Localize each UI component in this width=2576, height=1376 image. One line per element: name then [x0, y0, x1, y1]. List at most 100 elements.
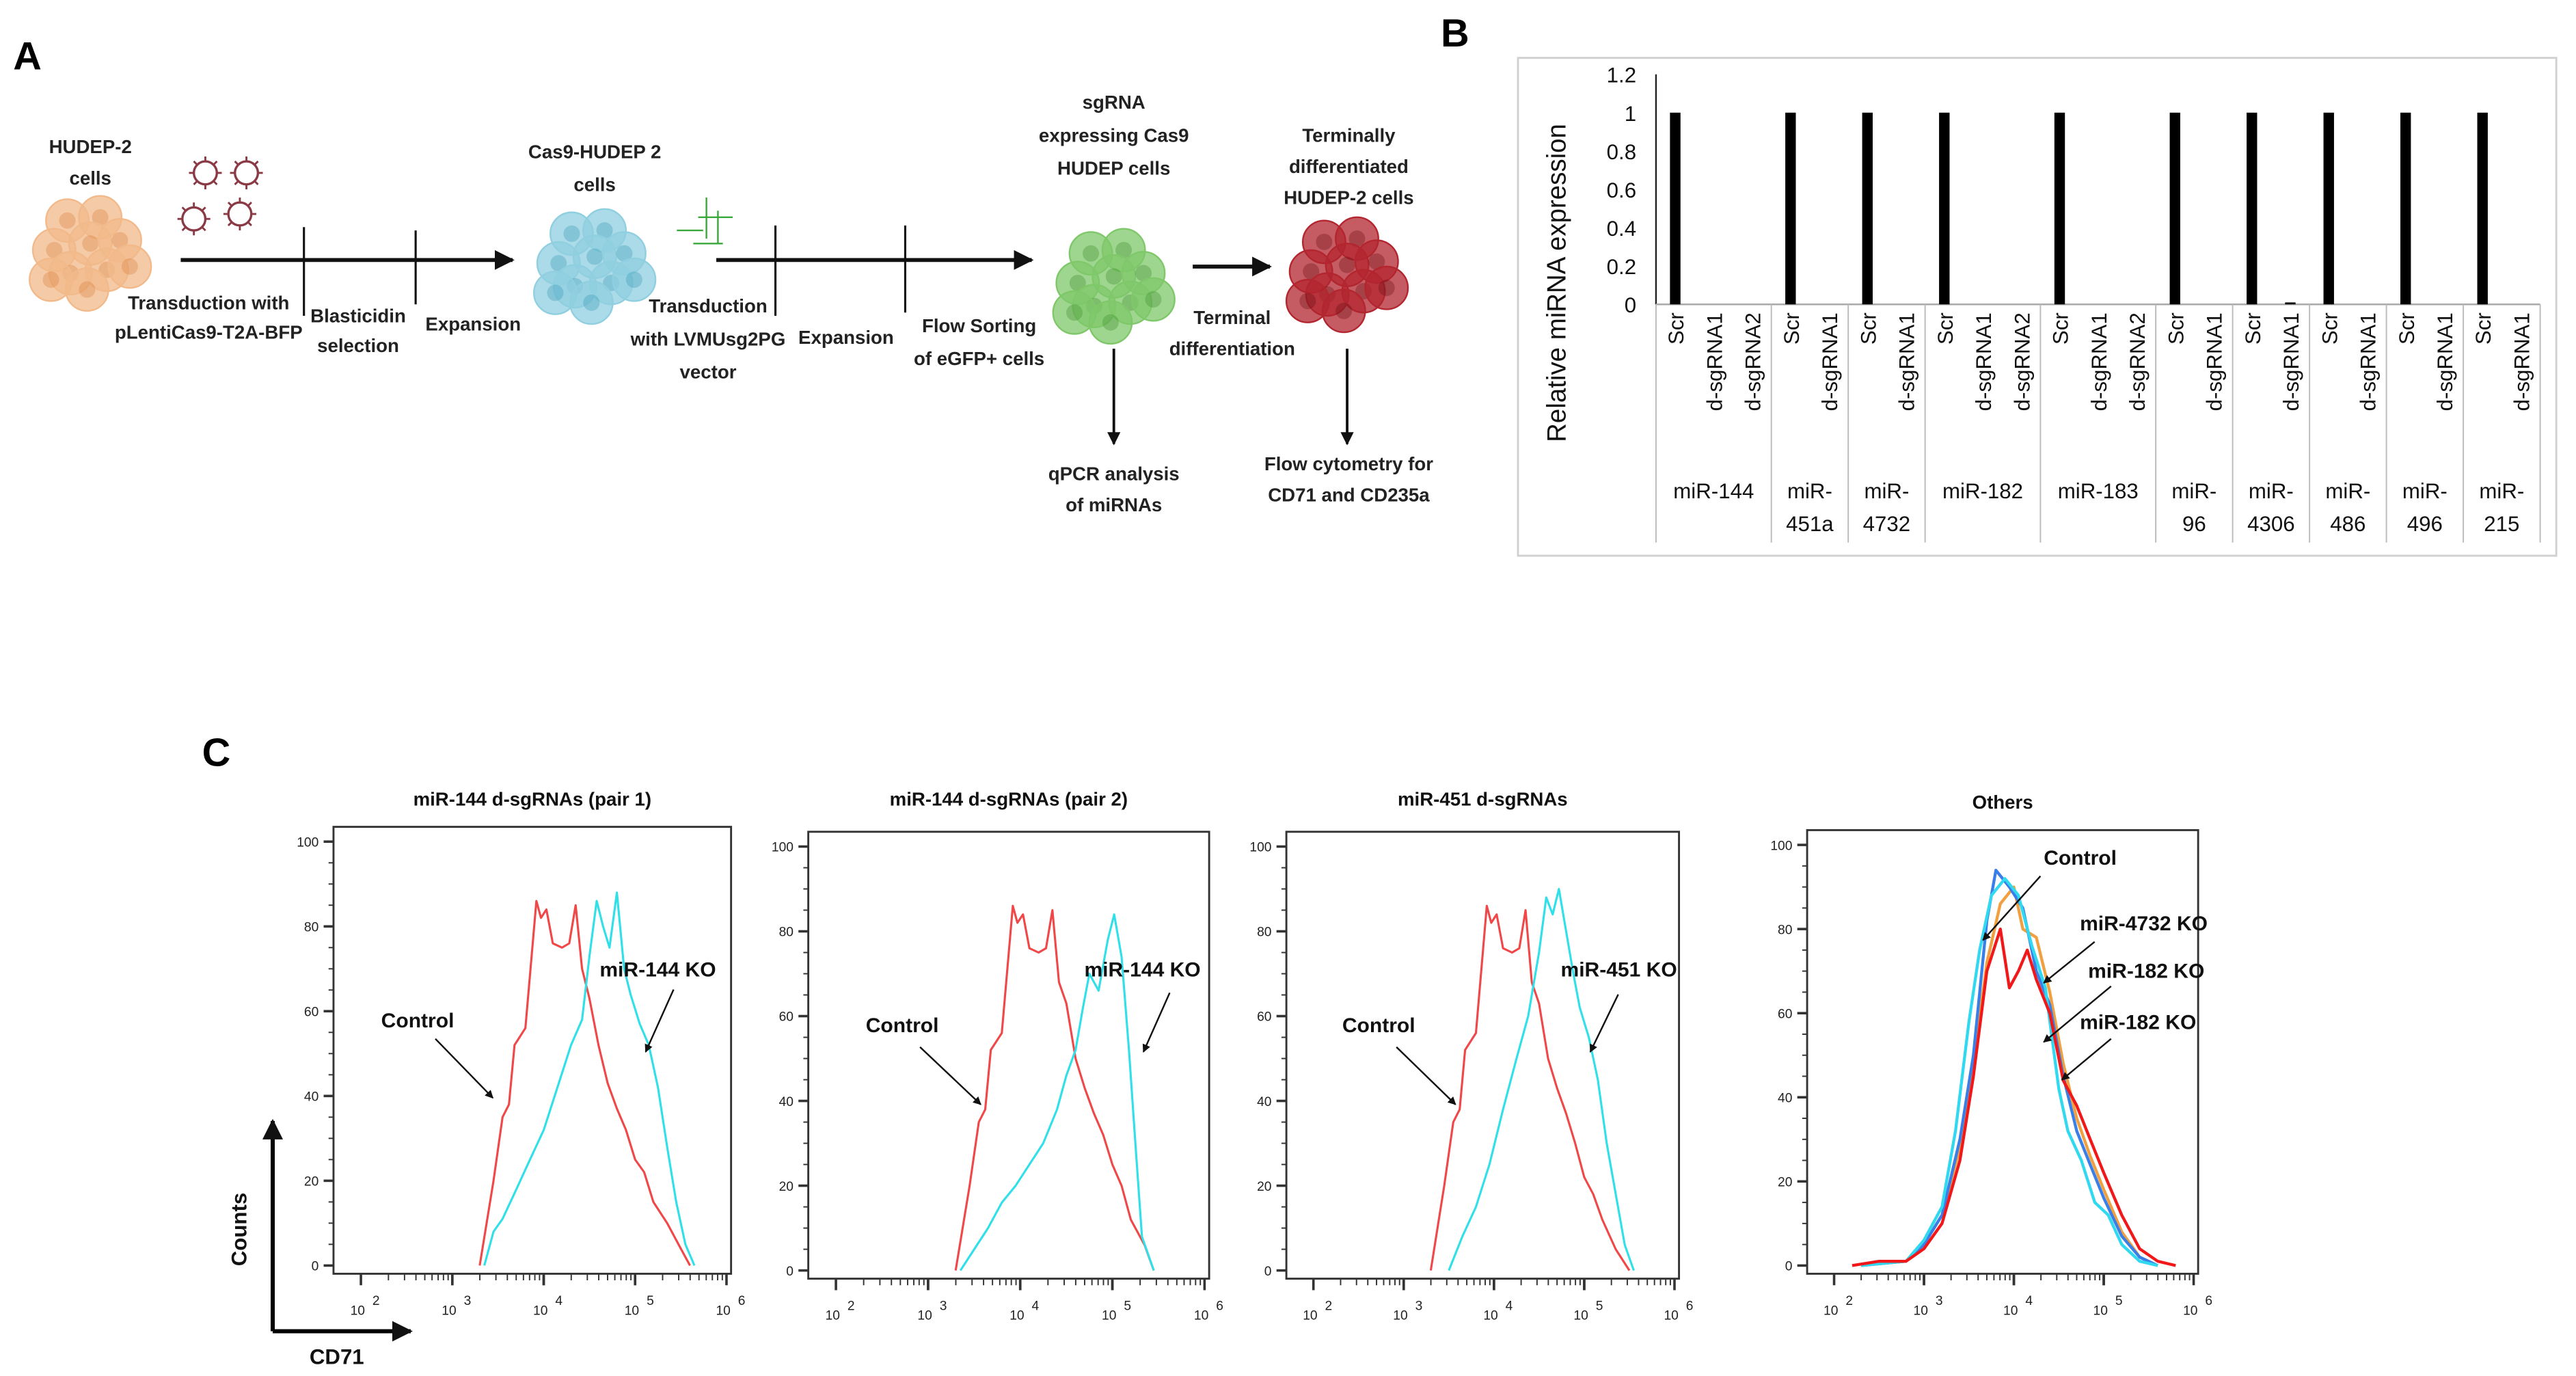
annotation-label: miR-182 KO	[2080, 1011, 2196, 1034]
chart-frame	[1517, 57, 2558, 557]
bar	[1670, 112, 1681, 305]
bar	[2400, 112, 2411, 305]
x-tick-label: 10	[1914, 1304, 1928, 1319]
nucleus	[1303, 263, 1320, 280]
nucleus	[1066, 304, 1083, 321]
x-tick-exponent: 4	[1506, 1299, 1513, 1313]
step-label-cas9_cells: cells	[573, 174, 615, 195]
cell	[1364, 265, 1409, 310]
annotation-arrow	[435, 1038, 493, 1099]
step-label-flow_cytometry: Flow cytometry for	[1264, 453, 1433, 474]
sample-label: d-sgRNA1	[2510, 312, 2534, 411]
virus-spike	[201, 226, 206, 232]
x-tick-exponent: 2	[372, 1294, 380, 1308]
group-label: 4306	[2247, 512, 2294, 536]
bar	[1862, 112, 1873, 305]
virus-spike	[201, 206, 206, 212]
y-tick-label: 80	[1778, 923, 1792, 937]
annotation-arrow	[1142, 992, 1171, 1053]
x-tick-label: 10	[1393, 1309, 1407, 1323]
panel-a: A HUDEP-2 cells Transduction with pLentiCas…	[13, 35, 1433, 516]
y-tick-label: 60	[304, 1006, 318, 1020]
bar	[2169, 112, 2180, 305]
panel-a-label: A	[13, 35, 42, 79]
cell	[533, 270, 578, 315]
x-tick-exponent: 6	[2205, 1294, 2212, 1308]
y-tick-label: 40	[1257, 1095, 1271, 1109]
x-tick-exponent: 4	[2025, 1294, 2033, 1308]
annotation-label: miR-144 KO	[599, 958, 716, 981]
nucleus	[1336, 302, 1353, 319]
nucleus	[586, 248, 604, 265]
sample-label: Scr	[1856, 312, 1880, 345]
step-label-transduction1: Transduction with	[128, 292, 289, 313]
group-label: miR-	[1864, 479, 1909, 503]
step-label-qpcr: of miRNAs	[1066, 494, 1162, 515]
nucleus	[92, 208, 109, 226]
sample-label: d-sgRNA2	[2010, 312, 2034, 411]
step-label-sgrna_cells: HUDEP cells	[1057, 157, 1170, 178]
sgrna-cells-icon	[1052, 228, 1176, 345]
group-label: 486	[2330, 512, 2365, 536]
group-label: 496	[2407, 512, 2443, 536]
step-label-transduction2: with LVMUsg2PG	[630, 328, 786, 349]
virus-spike	[254, 180, 259, 185]
step-label-transduction2: Transduction	[649, 295, 767, 316]
annotation-arrow	[1982, 875, 2042, 941]
step-label-hudep_cells: cells	[69, 167, 111, 189]
y-tick-label: 60	[779, 1010, 794, 1025]
x-tick-exponent: 5	[1124, 1299, 1131, 1313]
nucleus	[79, 281, 96, 298]
bar	[2054, 112, 2065, 305]
y-tick-label: 40	[1778, 1091, 1792, 1105]
series-line-control	[478, 900, 691, 1267]
virus-icon	[177, 202, 211, 236]
x-tick-exponent: 2	[848, 1299, 855, 1313]
step-label-qpcr: qPCR analysis	[1048, 463, 1180, 484]
annotation-arrow	[645, 989, 675, 1053]
nucleus	[563, 225, 580, 242]
x-tick-exponent: 6	[1686, 1299, 1694, 1313]
nucleus	[1145, 291, 1162, 308]
nucleus	[1069, 274, 1086, 292]
y-tick-label: 1	[1625, 102, 1636, 126]
x-tick-exponent: 6	[1216, 1299, 1223, 1313]
annotation-label: Control	[1342, 1014, 1415, 1037]
hudep-cells-icon	[29, 195, 152, 312]
sample-label: Scr	[2049, 312, 2073, 345]
virus-icon	[189, 156, 222, 189]
y-tick-label: 0	[786, 1265, 794, 1279]
series-line-mir-451-ko	[1448, 887, 1635, 1271]
plot-frame	[1806, 828, 2199, 1275]
y-tick-label: 60	[1778, 1007, 1792, 1021]
virus-spike	[227, 202, 233, 207]
virus-spike	[181, 206, 187, 212]
nucleus	[616, 245, 633, 262]
panel-c: C miR-144 d-sgRNAs (pair 1)0204060801001…	[202, 731, 2212, 1369]
x-tick-label: 10	[2183, 1304, 2197, 1319]
step-label-transduction2: vector	[680, 361, 737, 382]
sample-label: Scr	[1934, 312, 1957, 345]
plot-title: Others	[1972, 792, 2033, 813]
x-tick-exponent: 3	[1936, 1294, 1943, 1308]
group-label: miR-182	[1942, 479, 2023, 503]
sample-label: d-sgRNA1	[1703, 312, 1726, 411]
y-tick-label: 40	[779, 1095, 794, 1109]
group-label: 215	[2484, 512, 2519, 536]
series-line-control	[954, 904, 1155, 1271]
vector-icon	[677, 197, 733, 245]
cell	[1052, 290, 1097, 335]
step-label-flow_sorting: Flow Sorting	[922, 315, 1036, 336]
nucleus	[1135, 265, 1152, 282]
histogram-plot: miR-144 d-sgRNAs (pair 1) 0 20 40 60 80 100 10 2…	[297, 788, 745, 1318]
counts-label: Counts	[228, 1193, 252, 1267]
group-label: miR-	[1787, 479, 1832, 503]
nucleus	[1115, 241, 1133, 258]
vector-lines	[677, 197, 733, 245]
group-label: 4732	[1863, 512, 1910, 536]
virus-spike	[247, 221, 252, 227]
x-tick-exponent: 3	[940, 1299, 947, 1313]
plot-frame	[807, 831, 1210, 1280]
step-label-sgrna_cells: expressing Cas9	[1039, 124, 1189, 146]
